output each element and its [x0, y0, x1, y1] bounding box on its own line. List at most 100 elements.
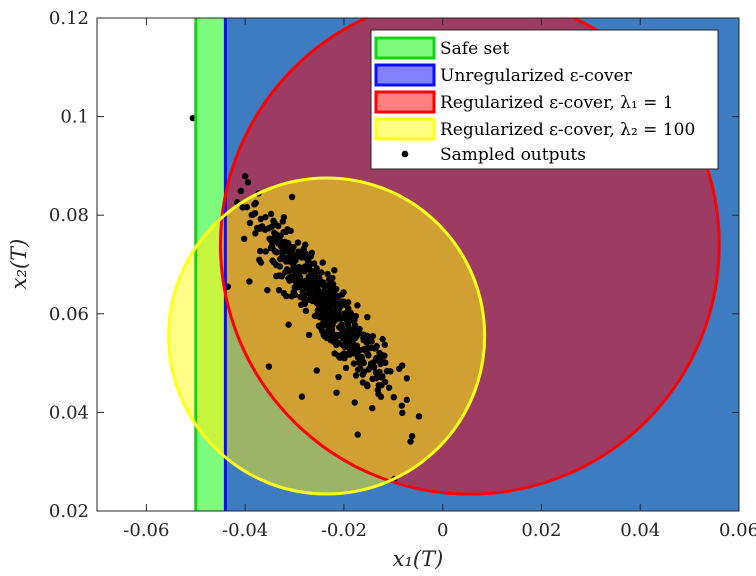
sampled-output-point — [371, 364, 378, 371]
sampled-output-point — [379, 335, 386, 343]
sampled-output-point — [377, 393, 385, 400]
legend-label-sampled-outputs: Sampled outputs — [440, 145, 586, 165]
sampled-output-point — [252, 199, 259, 207]
sampled-output-point — [262, 248, 269, 255]
sampled-output-point — [399, 409, 406, 417]
regularized-lambda2-boundary — [167, 176, 487, 496]
regularized-lambda1-boundary — [219, 18, 721, 496]
y-tick-label: 0.04 — [49, 402, 89, 423]
sampled-output-point — [270, 258, 277, 266]
legend-label-regularized-lambda2: Regularized ε-cover, λ₂ = 100 — [440, 120, 695, 140]
sampled-output-point — [314, 296, 321, 303]
sampled-output-point — [349, 337, 356, 344]
sampled-output-point — [369, 375, 376, 383]
sampled-output-point — [335, 300, 342, 308]
legend-label-unregularized: Unregularized ε-cover — [440, 66, 633, 86]
legend: Safe set Unregularized ε-cover Regulariz… — [370, 29, 719, 170]
x-tick-label: 0 — [437, 520, 448, 541]
sampled-output-point — [294, 239, 302, 246]
sampled-output-point — [345, 322, 352, 329]
sampled-output-point — [338, 324, 346, 332]
sampled-output-point — [265, 363, 273, 370]
y-tick-label: 0.08 — [49, 205, 89, 226]
sampled-output-point — [267, 237, 275, 244]
sampled-output-point — [354, 302, 361, 309]
sampled-output-point — [348, 311, 355, 319]
sampled-output-point — [246, 219, 254, 227]
sampled-output-point — [264, 286, 271, 294]
sampled-output-point — [369, 404, 376, 412]
sampled-output-point — [351, 343, 359, 351]
sampled-output-point — [385, 384, 393, 391]
sampled-output-point — [355, 326, 362, 333]
sampled-output-point — [285, 267, 293, 275]
sampled-output-point — [313, 367, 320, 374]
sampled-output-point — [403, 396, 411, 404]
sampled-output-point — [324, 270, 331, 278]
sampled-output-point — [284, 239, 292, 247]
sampled-output-point — [381, 341, 388, 348]
sampled-output-point — [310, 272, 317, 280]
sampled-output-point — [319, 259, 326, 266]
legend-label-safe-set: Safe set — [440, 39, 509, 59]
sampled-output-point — [244, 179, 252, 186]
sampled-output-point — [288, 193, 296, 201]
legend-marker-sampled-outputs — [401, 150, 409, 158]
sampled-output-point — [285, 249, 293, 256]
sampled-output-point — [252, 230, 259, 237]
sampled-output-point — [274, 240, 282, 247]
sampled-output-point — [351, 322, 359, 329]
sampled-output-point — [280, 255, 287, 262]
sampled-output-point — [408, 432, 416, 440]
x-tick-label: 0.02 — [521, 520, 561, 541]
sampled-output-point — [331, 267, 338, 274]
sampled-output-point — [308, 267, 315, 275]
axes: -0.06 -0.04 -0.02 0 0.02 0.04 0.06 0.02 0.04 0.06… — [49, 8, 756, 541]
sampled-output-point — [277, 272, 285, 279]
sampled-points — [189, 114, 423, 483]
x-tick-label: -0.06 — [123, 520, 169, 541]
sampled-output-point — [403, 375, 411, 382]
sampled-output-point — [328, 326, 336, 333]
legend-swatch-regularized-lambda1 — [374, 90, 436, 114]
sampled-output-point — [351, 399, 358, 406]
sampled-output-point — [326, 287, 334, 295]
sampled-output-point — [342, 316, 350, 323]
sampled-output-point — [308, 293, 316, 300]
sampled-output-point — [268, 242, 276, 250]
sampled-output-point — [376, 368, 383, 376]
sampled-output-point — [298, 301, 305, 309]
sampled-output-point — [296, 249, 303, 256]
legend-label-regularized-lambda1: Regularized ε-cover, λ₁ = 1 — [440, 93, 674, 113]
sampled-output-point — [285, 321, 292, 328]
sampled-output-point — [381, 352, 388, 359]
sampled-output-point — [257, 259, 265, 266]
x-tick-label: 0.06 — [719, 520, 756, 541]
sampled-output-point — [359, 371, 366, 378]
sampled-output-point — [328, 315, 335, 323]
sampled-output-point — [241, 173, 249, 180]
sampled-output-point — [261, 226, 269, 233]
sampled-output-point — [342, 335, 350, 342]
y-tick-label: 0.06 — [49, 304, 89, 325]
sampled-output-point — [340, 298, 347, 305]
sampled-output-point — [351, 316, 358, 323]
sampled-output-point — [320, 317, 327, 324]
sampled-output-point — [415, 413, 423, 420]
sampled-output-point — [251, 210, 258, 217]
x-tick-label: -0.04 — [222, 520, 268, 541]
sampled-output-point — [360, 334, 367, 341]
sampled-output-point — [275, 286, 283, 294]
sampled-output-point — [383, 367, 391, 375]
sampled-output-point — [328, 331, 335, 338]
sampled-output-point — [319, 289, 326, 296]
sampled-output-point — [333, 294, 341, 302]
sampled-output-point — [323, 298, 331, 305]
sampled-output-point — [398, 402, 405, 409]
sampled-output-point — [323, 322, 330, 329]
sampled-output-point — [380, 359, 388, 366]
plot-frame — [96, 17, 740, 512]
y-tick-label: 0.02 — [49, 501, 89, 522]
sampled-output-point — [298, 393, 306, 400]
sampled-output-point — [378, 382, 385, 389]
